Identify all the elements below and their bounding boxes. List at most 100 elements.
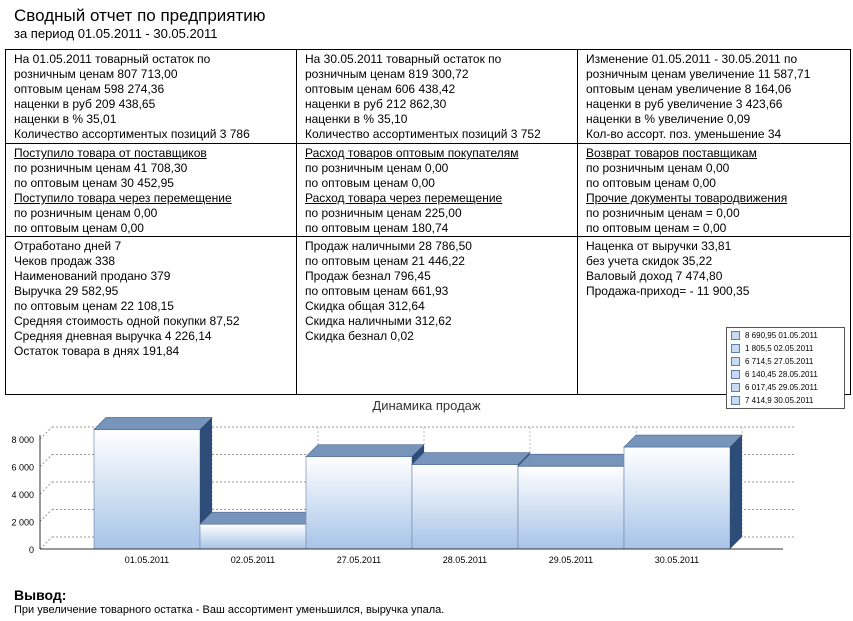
bar bbox=[517, 465, 625, 550]
y-tick-label: 6 000 bbox=[11, 463, 34, 473]
bar-top bbox=[305, 444, 425, 458]
chart-title: Динамика продаж bbox=[372, 398, 481, 413]
payment-line: Скидка безнал 0,02 bbox=[305, 329, 414, 343]
bar bbox=[93, 429, 201, 550]
payment-line: Скидка наличными 312,62 bbox=[305, 314, 452, 328]
stock-change-line: оптовым ценам увеличение 8 164,06 bbox=[586, 82, 792, 96]
x-tick-label: 28.05.2011 bbox=[443, 555, 487, 565]
legend-swatch bbox=[731, 370, 740, 379]
grid-line bbox=[39, 536, 53, 550]
outgoing-line: по розничным ценам 225,00 bbox=[305, 206, 462, 220]
sales-stat-line: Остаток товара в днях 191,84 bbox=[14, 344, 180, 358]
payment-line: по оптовым ценам 21 446,22 bbox=[305, 254, 465, 268]
sales-stat-line: по оптовым ценам 22 108,15 bbox=[14, 299, 174, 313]
report-title: Сводный отчет по предприятию bbox=[14, 6, 266, 25]
other-docs-heading: Прочие документы товародвижения bbox=[586, 191, 788, 205]
bar-top bbox=[623, 434, 743, 448]
summary-table: На 01.05.2011 товарный остаток по рознич… bbox=[5, 49, 851, 395]
bar-top bbox=[411, 452, 531, 465]
outgoing-line: по розничным ценам 0,00 bbox=[305, 161, 449, 175]
stock-start-line: розничным ценам 807 713,00 bbox=[14, 67, 178, 81]
grid-line bbox=[39, 426, 53, 440]
y-tick-label: 8 000 bbox=[11, 435, 34, 445]
stock-change-cell: Изменение 01.05.2011 - 30.05.2011 по роз… bbox=[577, 49, 851, 144]
x-tick-label: 01.05.2011 bbox=[125, 555, 169, 565]
legend-label: 6 140,45 28.05.2011 bbox=[745, 370, 818, 379]
sales-stat-line: Средняя стоимость одной покупки 87,52 bbox=[14, 314, 240, 328]
incoming-line: по розничным ценам 41 708,30 bbox=[14, 161, 188, 175]
bar bbox=[199, 523, 307, 550]
incoming-line: по оптовым ценам 30 452,95 bbox=[14, 176, 174, 190]
sales-chart: 0 2 000 4 000 6 000 8 000 01.05.2011 02.05.201… bbox=[11, 417, 795, 565]
legend-item: 7 414,9 30.05.2011 bbox=[727, 394, 844, 407]
bar bbox=[305, 456, 413, 550]
incoming-cell: Поступило товара от поставщиков по розни… bbox=[5, 143, 297, 237]
margin-line: Продажа-приход= - 11 900,35 bbox=[586, 284, 750, 298]
legend-item: 6 140,45 28.05.2011 bbox=[727, 368, 844, 381]
sales-stat-line: Выручка 29 582,95 bbox=[14, 284, 119, 298]
conclusion-text: При увеличение товарного остатка - Ваш а… bbox=[14, 604, 445, 616]
margin-line: Валовый доход 7 474,80 bbox=[586, 269, 723, 283]
stock-start-cell: На 01.05.2011 товарный остаток по рознич… bbox=[5, 49, 297, 144]
outgoing-cell: Расход товаров оптовым покупателям по ро… bbox=[296, 143, 578, 237]
legend-swatch bbox=[731, 396, 740, 405]
legend-label: 1 805,5 02.05.2011 bbox=[745, 344, 814, 353]
sales-stat-line: Наименований продано 379 bbox=[14, 269, 171, 283]
stock-end-line: наценки в руб 212 862,30 bbox=[305, 97, 447, 111]
legend-label: 6 017,45 29.05.2011 bbox=[745, 383, 818, 392]
bar-top bbox=[199, 511, 319, 525]
x-tick-label: 27.05.2011 bbox=[337, 555, 381, 565]
legend-item: 1 805,5 02.05.2011 bbox=[727, 342, 844, 355]
sales-stat-line: Чеков продаж 338 bbox=[14, 254, 116, 268]
outgoing-transfer-heading: Расход товара через перемещение bbox=[305, 191, 503, 205]
wholesale-heading: Расход товаров оптовым покупателям bbox=[305, 146, 519, 160]
sales-stat-line: Отработано дней 7 bbox=[14, 239, 122, 253]
payment-line: Скидка общая 312,64 bbox=[305, 299, 425, 313]
x-tick-label: 02.05.2011 bbox=[231, 555, 275, 565]
stock-end-line: наценки в % 35,10 bbox=[305, 112, 408, 126]
outgoing-line: по оптовым ценам 180,74 bbox=[305, 221, 449, 235]
bar bbox=[623, 446, 731, 550]
stock-change-line: розничным ценам увеличение 11 587,71 bbox=[586, 67, 811, 81]
stock-change-line: наценки в % увеличение 0,09 bbox=[586, 112, 751, 126]
legend-label: 6 714,5 27.05.2011 bbox=[745, 357, 814, 366]
sales-stat-line: Средняя дневная выручка 4 226,14 bbox=[14, 329, 212, 343]
bar-top bbox=[93, 417, 213, 430]
x-tick-label: 30.05.2011 bbox=[655, 555, 699, 565]
incoming-line: по розничным ценам 0,00 bbox=[14, 206, 158, 220]
legend-item: 6 714,5 27.05.2011 bbox=[727, 355, 844, 368]
legend-swatch bbox=[731, 357, 740, 366]
stock-end-line: Количество ассортиментых позиций 3 752 bbox=[305, 127, 541, 141]
returns-cell: Возврат товаров поставщикам по розничным… bbox=[577, 143, 851, 237]
chart-legend: 8 690,95 01.05.2011 1 805,5 02.05.2011 6… bbox=[726, 327, 845, 409]
stock-start-line: наценки в руб 209 438,65 bbox=[14, 97, 156, 111]
stock-end-line: розничным ценам 819 300,72 bbox=[305, 67, 469, 81]
legend-label: 8 690,95 01.05.2011 bbox=[745, 331, 818, 340]
stock-start-line: оптовым ценам 598 274,36 bbox=[14, 82, 165, 96]
returns-heading: Возврат товаров поставщикам bbox=[586, 146, 757, 160]
incoming-suppliers-heading: Поступило товара от поставщиков bbox=[14, 146, 207, 160]
bar-top bbox=[517, 453, 637, 467]
stock-change-line: Изменение 01.05.2011 - 30.05.2011 по bbox=[586, 52, 798, 66]
legend-item: 6 017,45 29.05.2011 bbox=[727, 381, 844, 394]
bar bbox=[411, 464, 519, 550]
stock-change-line: наценки в руб увеличение 3 423,66 bbox=[586, 97, 783, 111]
stock-end-cell: На 30.05.2011 товарный остаток по рознич… bbox=[296, 49, 578, 144]
bar-side bbox=[730, 435, 742, 549]
payment-cell: Продаж наличными 28 786,50 по оптовым це… bbox=[296, 236, 578, 395]
payment-line: Продаж безнал 796,45 bbox=[305, 269, 431, 283]
x-tick-label: 29.05.2011 bbox=[549, 555, 593, 565]
returns-line: по розничным ценам = 0,00 bbox=[586, 206, 740, 220]
legend-swatch bbox=[731, 331, 740, 340]
report-period: за период 01.05.2011 - 30.05.2011 bbox=[14, 26, 218, 41]
y-tick-label: 2 000 bbox=[11, 518, 34, 528]
returns-line: по оптовым ценам 0,00 bbox=[586, 176, 716, 190]
margin-line: Наценка от выручки 33,81 bbox=[586, 239, 732, 253]
payment-line: по оптовым ценам 661,93 bbox=[305, 284, 449, 298]
stock-change-line: Кол-во ассорт. поз. уменьшение 34 bbox=[586, 127, 782, 141]
returns-line: по розничным ценам 0,00 bbox=[586, 161, 730, 175]
legend-swatch bbox=[731, 344, 740, 353]
y-tick-label: 4 000 bbox=[11, 490, 34, 500]
legend-item: 8 690,95 01.05.2011 bbox=[727, 329, 844, 342]
payment-line: Продаж наличными 28 786,50 bbox=[305, 239, 472, 253]
